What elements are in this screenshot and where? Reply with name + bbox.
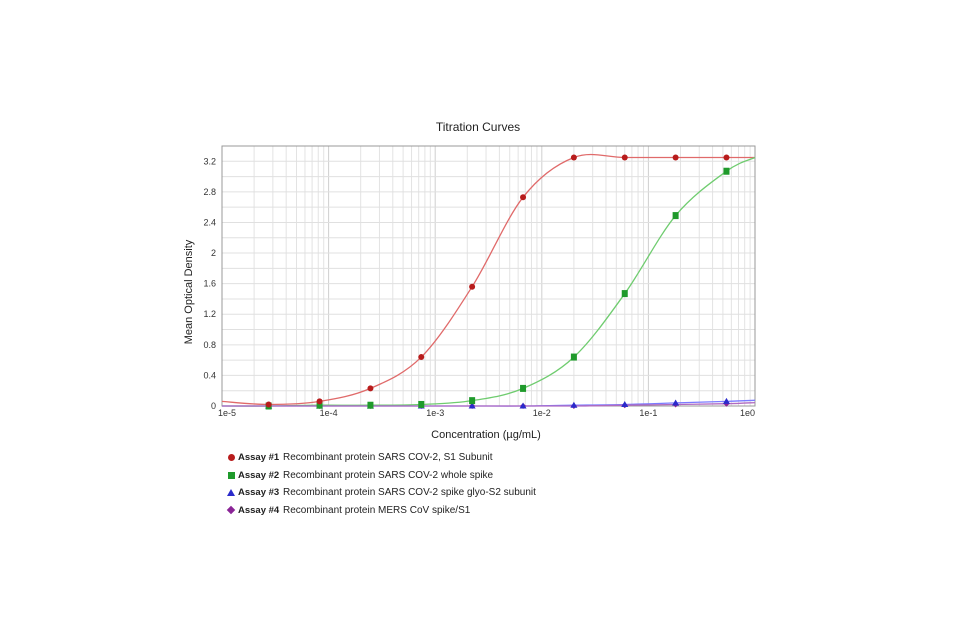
plot-frame: [221, 145, 756, 407]
data-point-assay-3: [621, 400, 629, 407]
data-point-assay-1: [367, 385, 374, 392]
data-point-assay-2: [316, 401, 323, 409]
y-tick-label: 0.4: [203, 370, 216, 380]
y-tick-label: 2.8: [203, 187, 216, 197]
legend-series-description: Recombinant protein SARS COV-2 spike gly…: [283, 487, 536, 499]
x-tick-label: 1e-5: [218, 408, 236, 418]
legend-series-name: Assay #4: [238, 504, 280, 516]
data-point-assay-1: [621, 154, 628, 161]
data-point-assay-2: [723, 167, 730, 175]
y-tick-label: 3.2: [203, 156, 216, 166]
data-point-assay-3: [570, 401, 578, 408]
chart-title: Titration Curves: [436, 120, 520, 134]
data-point-assay-2: [418, 400, 425, 408]
legend-series-name: Assay #1: [238, 452, 280, 464]
points-layer: [265, 154, 730, 410]
data-point-assay-1: [570, 154, 577, 161]
legend-item-assay-3: Assay #3 Recombinant protein SARS COV-2 …: [224, 484, 536, 502]
data-point-assay-3: [672, 399, 680, 406]
series-curve-2: [221, 156, 756, 407]
data-point-assay-3: [468, 402, 476, 409]
data-point-assay-2: [621, 290, 628, 298]
circle-marker-icon: [224, 454, 238, 462]
triangle-marker-icon: [224, 489, 238, 497]
data-point-assay-2: [570, 353, 577, 361]
y-tick-label: 2.4: [203, 217, 216, 227]
data-point-assay-1: [469, 283, 476, 290]
legend-series-description: Recombinant protein SARS COV-2, S1 Subun…: [283, 452, 493, 464]
data-point-assay-2: [367, 401, 374, 409]
square-marker-icon: [224, 471, 238, 479]
y-tick-label: 1.6: [203, 279, 216, 289]
legend-item-assay-2: Assay #2 Recombinant protein SARS COV-2 …: [224, 467, 536, 485]
legend-item-assay-1: Assay #1 Recombinant protein SARS COV-2,…: [224, 449, 536, 467]
data-point-assay-3: [722, 397, 730, 404]
x-tick-label: 1e-4: [320, 408, 338, 418]
y-axis-label: Mean Optical Density: [183, 239, 195, 344]
x-tick-label: 1e-2: [533, 408, 551, 418]
legend-series-name: Assay #3: [238, 487, 280, 499]
legend-series-description: Recombinant protein SARS COV-2 whole spi…: [283, 469, 494, 481]
x-tick-label: 1e-3: [426, 408, 444, 418]
data-point-assay-1: [418, 354, 425, 361]
series-curve-4: [222, 401, 756, 407]
data-point-assay-1: [723, 154, 730, 161]
legend-series-description: Recombinant protein MERS CoV spike/S1: [283, 504, 471, 516]
data-point-assay-1: [316, 398, 323, 405]
legend-item-assay-4: Assay #4 Recombinant protein MERS CoV sp…: [224, 502, 536, 520]
y-tick-label: 1.2: [203, 309, 216, 319]
y-tick-label: 0: [211, 401, 216, 411]
grid-layer: [221, 146, 755, 406]
data-point-assay-3: [519, 402, 527, 409]
x-tick-label: 1e-1: [639, 408, 657, 418]
data-point-assay-1: [265, 401, 272, 408]
ticks-layer: 1e-5 1e-4 1e-3 1e-2 1e-1 1e0 0 0.4 0.8 1.2 1.6 2 2.4…: [203, 156, 755, 418]
data-point-assay-1: [520, 194, 527, 201]
data-point-assay-2: [520, 384, 527, 392]
y-tick-label: 2: [211, 248, 216, 258]
legend: Assay #1 Recombinant protein SARS COV-2,…: [224, 449, 536, 519]
data-point-assay-1: [672, 154, 679, 161]
data-point-assay-2: [469, 397, 476, 405]
y-tick-label: 0.8: [203, 340, 216, 350]
diamond-marker-icon: [224, 506, 238, 515]
x-axis-label: Concentration (µg/mL): [431, 429, 541, 441]
data-point-assay-2: [672, 212, 679, 220]
legend-series-name: Assay #2: [238, 469, 280, 481]
x-tick-label: 1e0: [740, 408, 755, 418]
